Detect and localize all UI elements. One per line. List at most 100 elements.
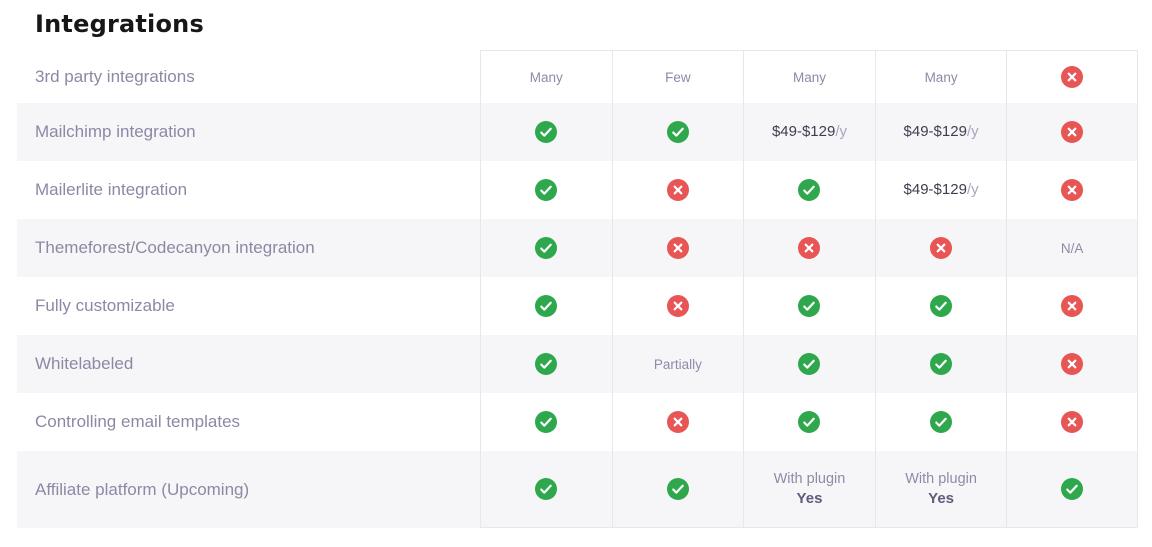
cross-icon [1061,295,1084,317]
cross-icon [1061,179,1084,201]
table-cell: N/A [1006,219,1138,277]
table-row: Fully customizable [17,277,1138,335]
cross-icon [1061,353,1084,375]
row-label: Affiliate platform (Upcoming) [35,479,250,499]
table-cell: With plugin Yes [874,451,1007,528]
cell-text: Partially [653,356,702,372]
table-cell [480,219,612,277]
table-cell: $49-$129/y [874,103,1007,161]
table-cell: Many [874,50,1007,103]
table-cell [480,277,612,335]
price-main: $49-$129 [771,123,836,140]
cross-icon [666,295,689,317]
cross-icon [1061,121,1084,143]
comparison-table: 3rd party integrations Many Few Many Many Mai… [17,50,1138,528]
table-cell [743,219,875,277]
check-icon [666,478,689,500]
check-icon [798,179,821,201]
check-icon [930,353,953,375]
table-cell: $49-$129/y [874,161,1007,219]
table-cell [480,161,612,219]
page-title: Integrations [35,10,204,38]
cross-icon [666,411,689,433]
check-icon [798,353,821,375]
check-icon [930,295,953,317]
check-icon [930,411,953,433]
table-cell [874,335,1007,393]
table-cell: Few [611,50,744,103]
row-label: Whitelabeled [35,354,134,373]
check-icon [535,121,558,143]
table-cell [743,335,875,393]
price-suffix: /y [966,123,979,140]
table-cell [1006,277,1138,335]
cell-text: Many [792,69,826,85]
table-cell [611,277,744,335]
table-cell [743,393,875,451]
table-cell [1006,451,1138,528]
table-cell [1006,393,1138,451]
cross-icon [666,237,689,259]
table-cell: Partially [611,335,744,393]
check-icon [535,411,558,433]
table-cell [611,219,744,277]
table-cell [480,451,612,528]
table-row: Whitelabeled Partially [17,335,1138,393]
row-label: Mailerlite integration [35,180,188,199]
check-icon [535,237,558,259]
row-label: Themeforest/Codecanyon integration [35,238,315,257]
table-cell [874,393,1007,451]
cell-note-value: Yes [796,490,823,507]
check-icon [535,478,558,500]
row-label: Mailchimp integration [35,122,196,141]
table-cell [611,451,744,528]
check-icon [535,353,558,375]
table-row: Mailchimp integration $49-$129/y $49-$129/… [17,103,1138,161]
check-icon [535,179,558,201]
table-row: Mailerlite integration $49-$129/y [17,161,1138,219]
price-value: $49-$129/y [904,123,979,141]
row-label: Controlling email templates [35,412,241,431]
cell-text: Few [665,69,691,85]
table-cell [743,161,875,219]
check-icon [1061,478,1084,500]
table-cell [611,161,744,219]
price-main: $49-$129 [903,181,967,198]
table-row: Affiliate platform (Upcoming) With plugin… [17,451,1138,528]
price-suffix: /y [835,123,848,140]
check-icon [535,295,558,317]
table-cell [1006,161,1138,219]
cell-note: With plugin [773,471,846,487]
check-icon [798,295,821,317]
table-cell [874,219,1007,277]
cross-icon [930,237,953,259]
table-cell: Many [480,50,612,103]
row-label: Fully customizable [35,296,175,315]
table-cell [743,277,875,335]
cross-icon [666,179,689,201]
cell-text: Many [924,69,958,85]
price-main: $49-$129 [903,123,967,140]
cross-icon [798,237,821,259]
table-cell: Many [743,50,875,103]
table-cell [480,103,612,161]
table-cell: $49-$129/y [743,103,875,161]
price-value: $49-$129/y [904,181,979,199]
table-cell [874,277,1007,335]
table-row: Controlling email templates [17,393,1138,451]
table-row: Themeforest/Codecanyon integration N/A [17,219,1138,277]
table-cell: With plugin Yes [743,451,875,528]
table-cell [1006,103,1138,161]
cell-note: With plugin [905,471,977,487]
table-cell [1006,335,1138,393]
row-label: 3rd party integrations [35,66,195,86]
table-cell [480,393,612,451]
check-icon [666,121,689,143]
price-value: $49-$129/y [772,123,847,141]
table-row: 3rd party integrations Many Few Many Many [17,50,1138,103]
table-cell [1006,50,1138,103]
table-cell [480,335,612,393]
cell-note-value: Yes [928,490,955,507]
table-cell [611,103,744,161]
